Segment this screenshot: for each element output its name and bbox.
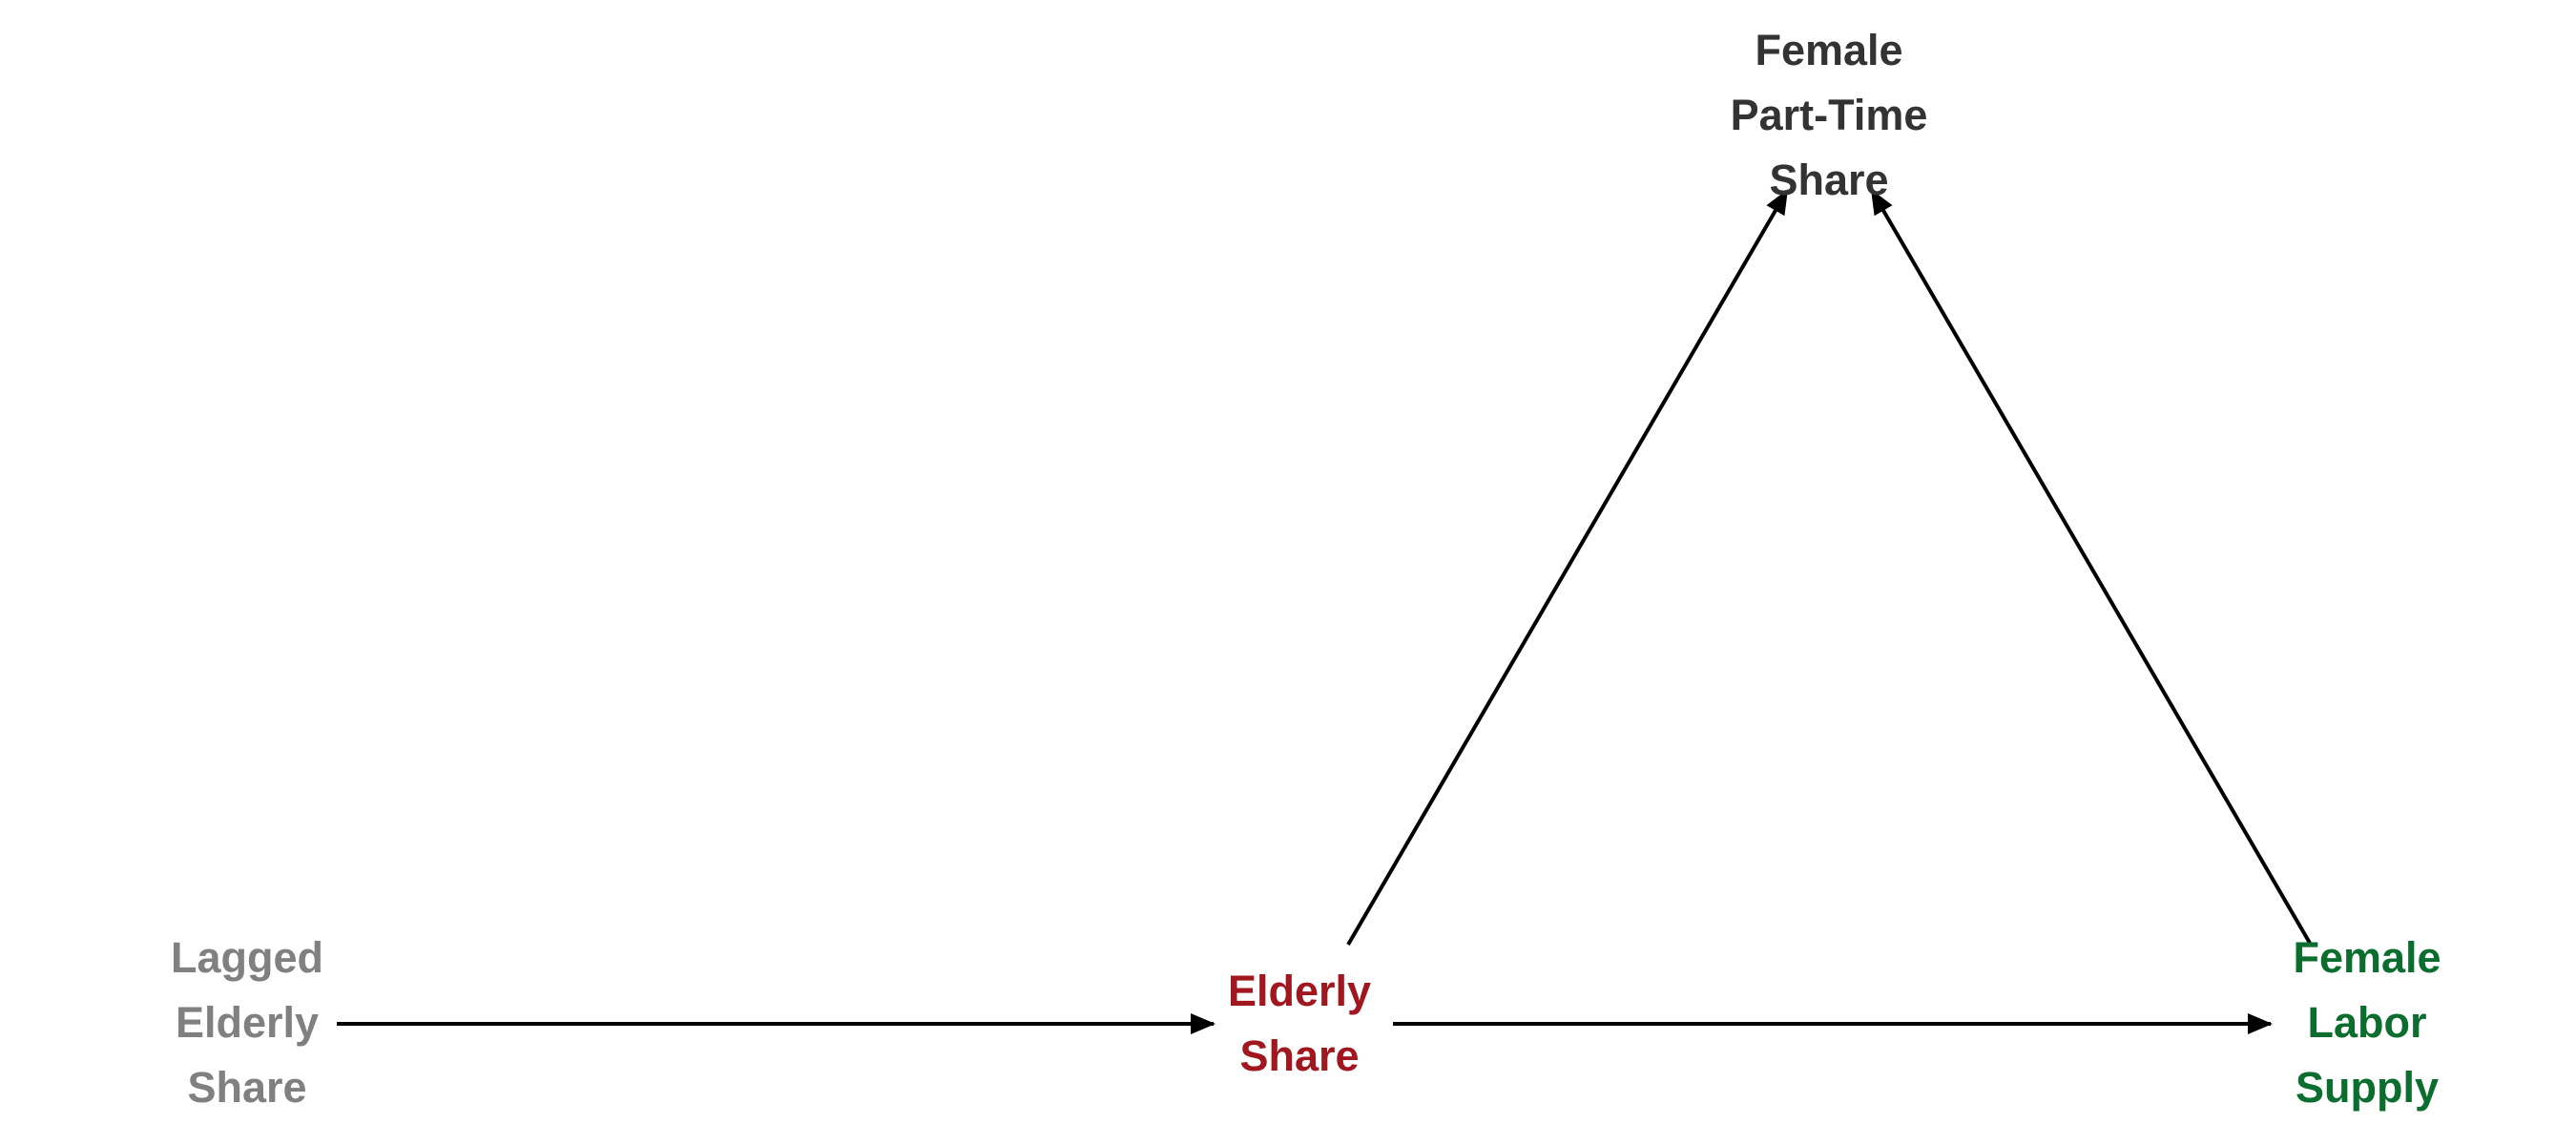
- node-label-line: Lagged: [170, 933, 323, 982]
- node-label-line: Female: [2293, 933, 2441, 982]
- node-female-part-time-share: Female Part-Time Share: [1705, 18, 1953, 213]
- node-label-line: Part-Time: [1730, 91, 1928, 139]
- node-label-line: Supply: [2295, 1063, 2439, 1112]
- node-label-line: Female: [1755, 26, 1903, 74]
- node-label-line: Share: [187, 1063, 307, 1112]
- node-label-line: Elderly: [175, 998, 320, 1047]
- node-label-line: Elderly: [1227, 967, 1372, 1015]
- edge-female-labor-to-part-time: [1870, 189, 2313, 947]
- node-female-labor-supply: Female Labor Supply: [2262, 926, 2472, 1120]
- node-label-line: Share: [1769, 156, 1889, 204]
- node-label-line: Share: [1239, 1031, 1360, 1080]
- node-elderly-share: Elderly Share: [1204, 959, 1395, 1089]
- node-lagged-elderly-share: Lagged Elderly Share: [152, 926, 343, 1120]
- node-label-line: Labor: [2307, 998, 2427, 1047]
- edge-elderly-to-part-time: [1346, 189, 1789, 947]
